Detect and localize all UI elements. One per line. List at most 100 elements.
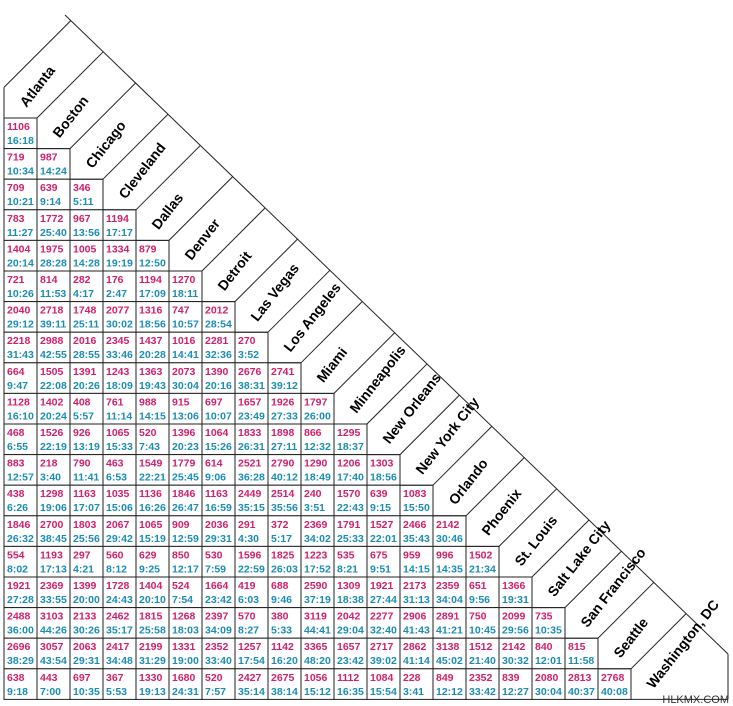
distance: 2080 [535, 672, 559, 684]
distance: 1290 [304, 458, 328, 470]
header-border [630, 613, 687, 670]
distance: 2277 [370, 611, 394, 623]
distance: 849 [436, 672, 454, 684]
distance: 3057 [40, 641, 64, 653]
cell [135, 515, 170, 547]
cell [234, 668, 269, 700]
cell [267, 668, 302, 700]
distance: 176 [106, 274, 124, 286]
distance: 651 [469, 580, 487, 592]
drive-time: 16:59 [205, 502, 232, 514]
header-border [564, 550, 622, 608]
cell [135, 301, 170, 333]
drive-time: 27:33 [271, 410, 298, 422]
drive-time: 35:43 [403, 533, 430, 545]
distance: 2099 [502, 611, 526, 623]
drive-time: 26:00 [304, 410, 331, 422]
city-header: St. Louis [511, 512, 560, 569]
header-border [465, 457, 525, 517]
drive-time: 30:04 [172, 380, 199, 392]
drive-time: 24:43 [106, 594, 133, 606]
cell [300, 637, 335, 670]
drive-time: 20:10 [139, 594, 166, 606]
drive-time: 25:33 [337, 533, 364, 545]
cell [531, 668, 566, 700]
drive-time: 24:31 [172, 686, 199, 698]
city-header: New Orleans [379, 370, 444, 447]
drive-time: 40:37 [568, 686, 595, 698]
cell [300, 484, 335, 517]
distance: 2417 [106, 641, 130, 653]
city-header: Minneapolis [346, 342, 409, 416]
distance: 419 [238, 580, 256, 592]
distance: 638 [7, 672, 25, 684]
cell [36, 270, 71, 303]
cell [135, 423, 170, 456]
distance: 2449 [238, 488, 262, 500]
cell [36, 484, 71, 517]
drive-time: 6:53 [106, 472, 127, 484]
drive-time: 15:50 [403, 502, 430, 514]
drive-time: 13:19 [73, 441, 100, 453]
drive-time: 36:00 [7, 625, 34, 637]
drive-time: 16:26 [139, 502, 166, 514]
distance: 1303 [370, 458, 394, 470]
drive-time: 15:06 [106, 502, 133, 514]
distance: 1399 [73, 580, 97, 592]
drive-time: 12:50 [139, 257, 166, 269]
drive-time: 3:52 [238, 349, 259, 361]
distance: 297 [73, 549, 91, 561]
cell [69, 454, 104, 486]
drive-time: 11:41 [73, 472, 99, 484]
drive-time: 22:08 [40, 380, 67, 392]
drive-time: 25:56 [73, 533, 100, 545]
distance: 2717 [370, 641, 394, 653]
distance: 2142 [502, 641, 526, 653]
cell [399, 668, 434, 700]
distance: 2590 [304, 580, 328, 592]
drive-time: 20:16 [205, 380, 232, 392]
drive-time: 7:43 [139, 441, 160, 453]
cell [36, 331, 71, 364]
drive-time: 12:32 [304, 441, 331, 453]
distance: 2073 [172, 366, 196, 378]
drive-time: 23:42 [205, 594, 232, 606]
cell [3, 239, 38, 272]
drive-time: 18:56 [139, 319, 166, 331]
distance: 967 [73, 213, 91, 225]
distance: 850 [172, 549, 190, 561]
drive-time: 29:31 [73, 655, 100, 667]
drive-time: 18:49 [304, 472, 331, 484]
cell [36, 423, 71, 456]
drive-time: 31:29 [139, 655, 166, 667]
distance: 2521 [238, 458, 262, 470]
drive-time: 31:43 [7, 349, 34, 361]
cell [498, 576, 533, 609]
drive-time: 14:28 [73, 257, 100, 269]
drive-time: 20:00 [73, 594, 100, 606]
drive-time: 25:58 [139, 625, 166, 637]
distance: 372 [271, 519, 289, 531]
distance: 1396 [172, 427, 196, 439]
distance: 520 [205, 672, 223, 684]
cell [267, 484, 302, 517]
distance: 1898 [271, 427, 295, 439]
distance: 1035 [106, 488, 130, 500]
cell [267, 454, 302, 486]
cell [267, 423, 302, 456]
distance: 367 [106, 672, 124, 684]
distance: 2077 [106, 305, 130, 317]
cell [432, 545, 467, 578]
distance: 1206 [337, 458, 361, 470]
distance: 879 [139, 243, 157, 255]
distance: 1657 [238, 396, 262, 408]
distance: 996 [436, 549, 454, 561]
distance: 2199 [139, 641, 163, 653]
header-border [36, 51, 104, 119]
distance: 2369 [304, 519, 328, 531]
cell [102, 576, 137, 609]
drive-time: 33:46 [106, 349, 133, 361]
cell [399, 576, 434, 609]
drive-time: 29:42 [106, 533, 133, 545]
distance: 2676 [238, 366, 262, 378]
